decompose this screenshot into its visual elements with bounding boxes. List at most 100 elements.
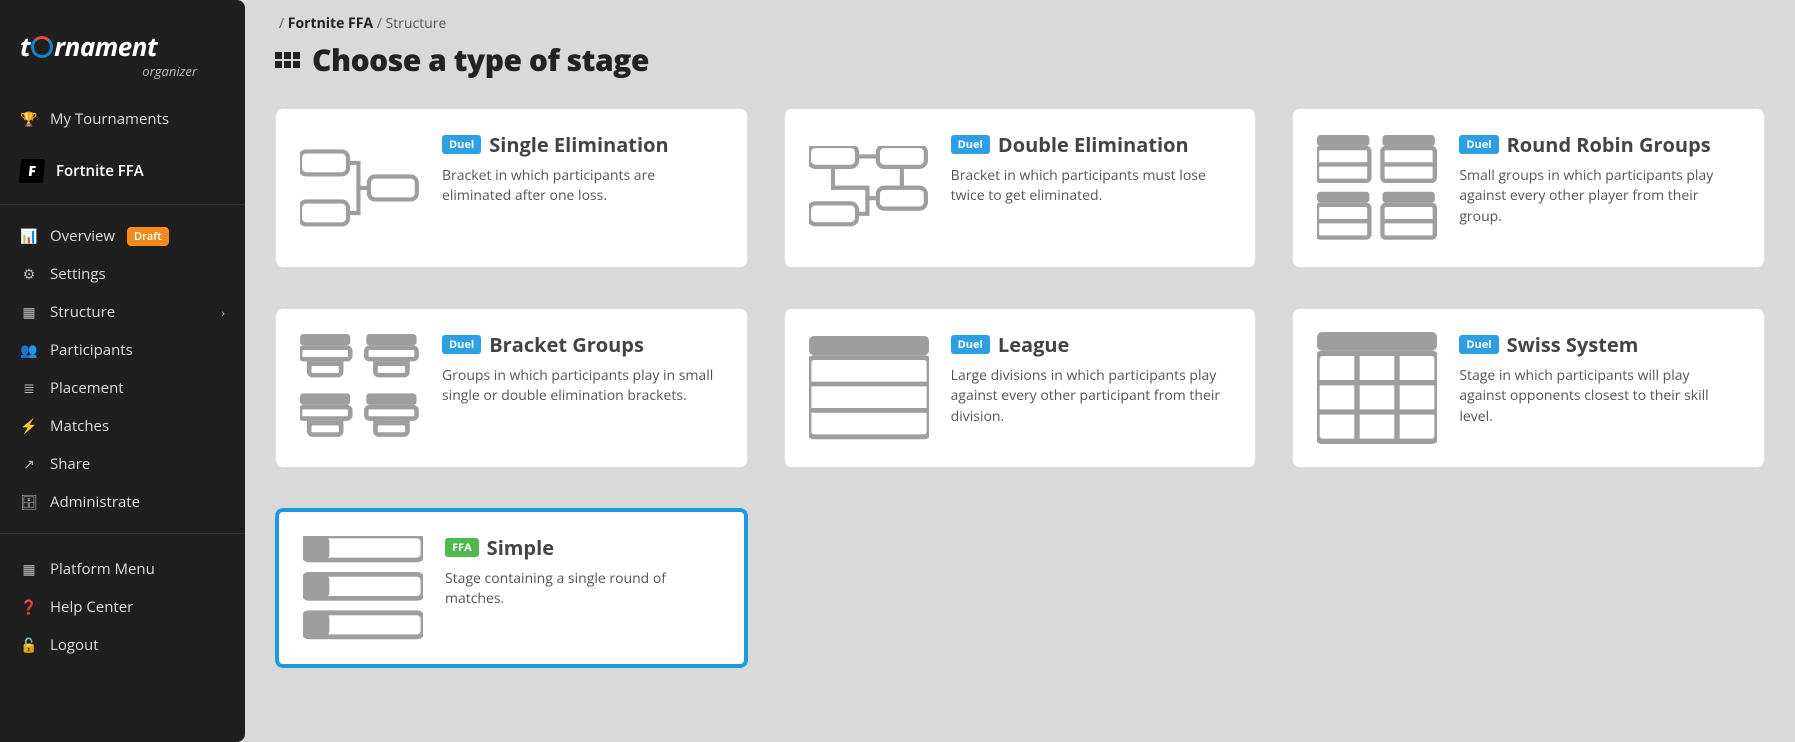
stage-card-single-elim[interactable]: Duel Single Elimination Bracket in which p… bbox=[275, 108, 748, 268]
nav-item-structure[interactable]: ▦Structure› bbox=[0, 293, 245, 331]
card-title: Swiss System bbox=[1507, 331, 1639, 358]
breadcrumb-sep: / bbox=[377, 14, 382, 33]
card-description: Large divisions in which participants pl… bbox=[951, 366, 1232, 427]
stage-card-swiss[interactable]: Duel Swiss System Stage in which participa… bbox=[1292, 308, 1765, 468]
divider bbox=[0, 204, 245, 205]
card-title: League bbox=[998, 331, 1069, 358]
struct-icon: ▦ bbox=[20, 303, 38, 322]
card-description: Small groups in which participants play … bbox=[1459, 166, 1740, 227]
brand-text-1: t bbox=[20, 28, 30, 64]
breadcrumb-sep: / bbox=[279, 14, 284, 33]
list-icon: ≣ bbox=[20, 379, 38, 398]
card-title-row: Duel Bracket Groups bbox=[442, 331, 723, 358]
card-description: Groups in which participants play in sma… bbox=[442, 366, 723, 407]
stage-card-double-elim[interactable]: Duel Double Elimination Bracket in which p… bbox=[784, 108, 1257, 268]
nav-label: Settings bbox=[50, 264, 106, 284]
card-description: Stage in which participants will play ag… bbox=[1459, 366, 1740, 427]
db-icon: 🗄 bbox=[20, 493, 38, 512]
card-body: Duel League Large divisions in which parti… bbox=[951, 331, 1232, 445]
tag-duel: Duel bbox=[951, 335, 990, 354]
tag-duel: Duel bbox=[951, 135, 990, 154]
breadcrumb-tournament[interactable]: Fortnite FFA bbox=[288, 14, 373, 33]
main-content: / Fortnite FFA / Structure Choose a type… bbox=[245, 0, 1795, 742]
card-title-row: Duel Double Elimination bbox=[951, 131, 1232, 158]
card-title-row: Duel Swiss System bbox=[1459, 331, 1740, 358]
sidebar: t rnament organizer 🏆 My Tournaments F F… bbox=[0, 0, 245, 742]
tag-duel: Duel bbox=[442, 135, 481, 154]
stage-type-grid: Duel Single Elimination Bracket in which p… bbox=[275, 108, 1765, 668]
brand-subtitle: organizer bbox=[20, 62, 225, 80]
breadcrumb: / Fortnite FFA / Structure bbox=[275, 0, 1765, 37]
card-title-row: Duel League bbox=[951, 331, 1232, 358]
double-elim-diagram-icon bbox=[809, 131, 929, 245]
nav-item-matches[interactable]: ⚡Matches bbox=[0, 407, 245, 445]
nav-tournament-sections: 📊 Overview Draft ⚙Settings▦Structure› 👥 Parti… bbox=[0, 211, 245, 527]
card-body: Duel Double Elimination Bracket in which p… bbox=[951, 131, 1232, 245]
card-title-row: FFA Simple bbox=[445, 534, 720, 561]
help-icon: ❓ bbox=[20, 598, 38, 617]
nav-label: Overview bbox=[50, 226, 115, 246]
nav-current-tournament[interactable]: F Fortnite FFA bbox=[0, 150, 245, 192]
card-title-row: Duel Round Robin Groups bbox=[1459, 131, 1740, 158]
nav-footer-item-platform-menu[interactable]: ▦ Platform Menu bbox=[0, 550, 245, 588]
tag-ffa: FFA bbox=[445, 538, 479, 557]
card-description: Stage containing a single round of match… bbox=[445, 569, 720, 610]
share-icon: ↗ bbox=[20, 455, 38, 474]
card-title: Single Elimination bbox=[489, 131, 668, 158]
nav-item-overview[interactable]: 📊 Overview Draft bbox=[0, 217, 245, 255]
tag-duel: Duel bbox=[1459, 135, 1498, 154]
card-title: Simple bbox=[487, 534, 554, 561]
card-body: Duel Swiss System Stage in which participa… bbox=[1459, 331, 1740, 445]
league-diagram-icon bbox=[809, 331, 929, 445]
card-description: Bracket in which participants must lose … bbox=[951, 166, 1232, 207]
nav-label: Participants bbox=[50, 340, 133, 360]
grid-icon bbox=[275, 52, 300, 68]
stage-card-league[interactable]: Duel League Large divisions in which parti… bbox=[784, 308, 1257, 468]
gauge-icon: 📊 bbox=[20, 227, 38, 246]
draft-badge: Draft bbox=[127, 227, 169, 246]
nav-my-tournaments[interactable]: 🏆 My Tournaments bbox=[0, 100, 245, 138]
grid-icon: ▦ bbox=[20, 560, 38, 579]
nav-footer-item-help-center[interactable]: ❓ Help Center bbox=[0, 588, 245, 626]
card-title-row: Duel Single Elimination bbox=[442, 131, 723, 158]
nav-item-placement[interactable]: ≣Placement bbox=[0, 369, 245, 407]
game-icon: F bbox=[19, 159, 46, 183]
nav-label: Help Center bbox=[50, 597, 133, 617]
nav-label: Logout bbox=[50, 635, 99, 655]
card-body: Duel Round Robin Groups Small groups in wh… bbox=[1459, 131, 1740, 245]
divider bbox=[0, 533, 245, 534]
nav-footer: ▦ Platform Menu ❓ Help Center 🔓 Logout bbox=[0, 544, 245, 670]
single-elim-diagram-icon bbox=[300, 131, 420, 245]
card-body: Duel Single Elimination Bracket in which p… bbox=[442, 131, 723, 245]
nav-item-settings[interactable]: ⚙Settings bbox=[0, 255, 245, 293]
chevron-right-icon: › bbox=[221, 304, 225, 321]
card-body: Duel Bracket Groups Groups in which partic… bbox=[442, 331, 723, 445]
nav-footer-item-logout[interactable]: 🔓 Logout bbox=[0, 626, 245, 664]
bolt-icon: ⚡ bbox=[20, 417, 38, 436]
breadcrumb-current: Structure bbox=[385, 14, 446, 33]
card-description: Bracket in which participants are elimin… bbox=[442, 166, 723, 207]
stage-card-rr-groups[interactable]: Duel Round Robin Groups Small groups in wh… bbox=[1292, 108, 1765, 268]
card-title: Bracket Groups bbox=[489, 331, 644, 358]
nav-label: Platform Menu bbox=[50, 559, 155, 579]
tournament-name: Fortnite FFA bbox=[56, 161, 144, 181]
nav-item-share[interactable]: ↗Share bbox=[0, 445, 245, 483]
nav-label: Administrate bbox=[50, 492, 140, 512]
bracket-groups-diagram-icon bbox=[300, 331, 420, 445]
brand-text-2: rnament bbox=[54, 28, 157, 64]
lock-icon: 🔓 bbox=[20, 636, 38, 655]
stage-card-simple[interactable]: FFA Simple Stage containing a single round… bbox=[275, 508, 748, 668]
stage-card-bracket-groups[interactable]: Duel Bracket Groups Groups in which partic… bbox=[275, 308, 748, 468]
users-icon: 👥 bbox=[20, 341, 38, 360]
card-title: Round Robin Groups bbox=[1507, 131, 1711, 158]
page-title-row: Choose a type of stage bbox=[275, 39, 1765, 80]
tag-duel: Duel bbox=[1459, 335, 1498, 354]
nav-label: My Tournaments bbox=[50, 109, 169, 129]
tag-duel: Duel bbox=[442, 335, 481, 354]
nav-item-participants[interactable]: 👥 Participants bbox=[0, 331, 245, 369]
nav-item-administrate[interactable]: 🗄 Administrate bbox=[0, 483, 245, 521]
brand-logo[interactable]: t rnament organizer bbox=[0, 0, 245, 94]
swiss-diagram-icon bbox=[1317, 331, 1437, 445]
simple-diagram-icon bbox=[303, 534, 423, 642]
card-title: Double Elimination bbox=[998, 131, 1189, 158]
